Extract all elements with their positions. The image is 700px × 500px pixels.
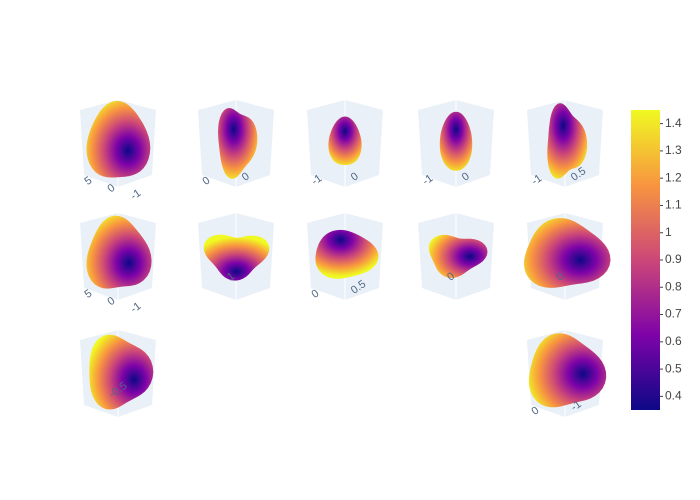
colorbar-tick-label: 0.7: [665, 307, 682, 321]
axis-tick-label: 0: [105, 182, 117, 195]
axis-tick-label: 0: [460, 170, 472, 183]
surface: [89, 334, 154, 410]
surface: [203, 234, 270, 281]
colorbar-tick-label: 1: [665, 225, 672, 239]
colorbar-tick-label: 0.4: [665, 389, 682, 403]
axis-tick-label: 0: [310, 287, 322, 300]
surface: [218, 108, 258, 179]
axis-tick-label: 0: [554, 270, 566, 283]
colorbar-tick-label: 0.8: [665, 279, 682, 293]
surface: [528, 333, 607, 408]
axis-tick-label: 0: [240, 170, 252, 183]
surface: [315, 229, 379, 279]
colorbar-tick-label: 0.9: [665, 252, 682, 266]
axis-tick-label: 0: [105, 295, 117, 308]
colorbar-tick-label: 0.5: [665, 361, 682, 375]
axis-tick-label: 5: [83, 287, 95, 300]
axis-tick-label: 0: [445, 270, 457, 283]
surface: [428, 234, 488, 278]
colorbar-tick-label: 1.2: [665, 170, 682, 184]
colorbar-tick-label: 1.1: [665, 198, 682, 212]
axis-tick-label: 0: [530, 404, 542, 417]
colorbar-tick-label: 1.3: [665, 143, 682, 157]
surface: [86, 215, 152, 289]
axis-tick-label: 0: [349, 170, 361, 183]
axis-tick-label: 5: [83, 174, 95, 187]
surface: [547, 103, 588, 179]
colorbar-tick-label: 0.6: [665, 334, 682, 348]
surface: [86, 100, 151, 178]
surface: [328, 116, 362, 165]
surface: [524, 218, 611, 288]
colorbar: [631, 110, 660, 410]
axis-tick-label: 0: [201, 174, 213, 187]
axis-tick-label: 1: [225, 270, 237, 283]
axis-tick-label: -1: [128, 300, 143, 315]
colorbar-tick-label: 1.4: [665, 116, 682, 130]
surface: [439, 111, 473, 171]
axis-tick-label: -1: [128, 187, 143, 202]
